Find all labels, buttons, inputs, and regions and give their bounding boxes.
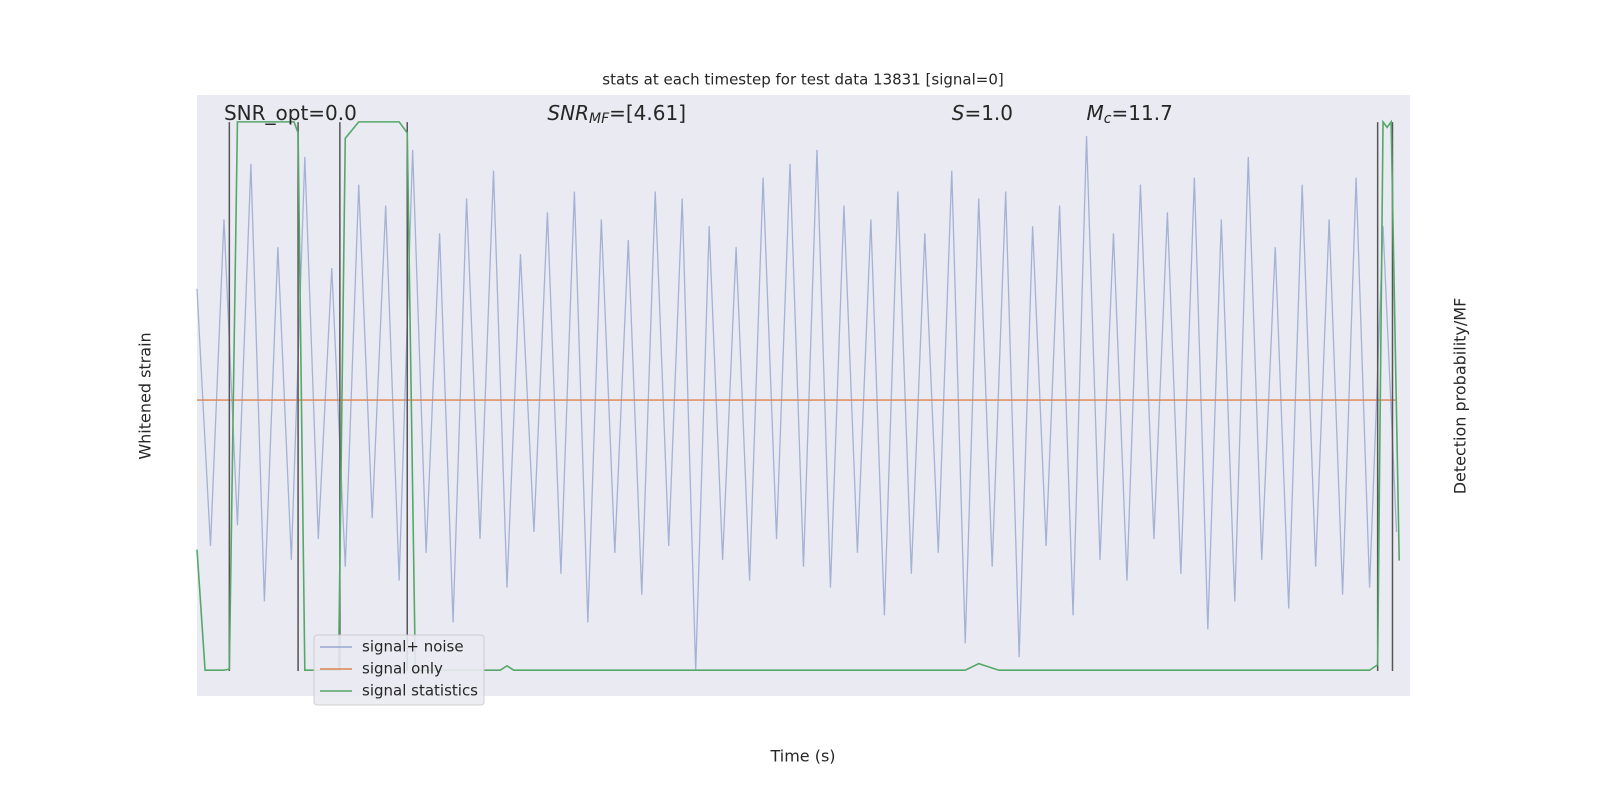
legend-label: signal+ noise [362,638,464,656]
annotation: S=1.0 [952,101,1013,125]
x-axis-label: Time (s) [769,747,835,766]
legend: signal+ noise signal only signal statistic… [313,634,485,706]
series-line [196,135,1398,672]
annotation-sub: c [1104,111,1112,127]
chart-title: stats at each timestep for test data 138… [602,71,1003,89]
annotation: SNR_opt=0.0 [224,101,357,125]
annotation-main: S [952,101,965,125]
legend-label: signal only [362,660,443,678]
annotation-rest: =[4.61] [609,101,686,125]
annotation: Mc=11.7 [1087,101,1173,128]
legend-label: signal statistics [362,682,478,700]
y2-axis-label: Detection probability/MF [1451,298,1470,495]
annotation-rest: =1.0 [964,101,1013,125]
series-line [196,119,1401,672]
marks [196,119,1401,672]
legend-box [313,634,485,706]
y-axis-label: Whitened strain [136,332,155,459]
annotation-main: SNR [547,101,589,125]
annotation-sub: MF [589,111,610,127]
labels: SNR_opt=0.0 SNRMF=[4.61] S=1.0 Mc=11.7 [224,101,1173,128]
annotation-text: SNR_opt=0.0 [224,101,357,125]
annotation-main: M [1087,101,1104,125]
annotation: SNRMF=[4.61] [547,101,686,128]
plot-area [197,95,1410,696]
annotation-rest: =11.7 [1112,101,1173,125]
